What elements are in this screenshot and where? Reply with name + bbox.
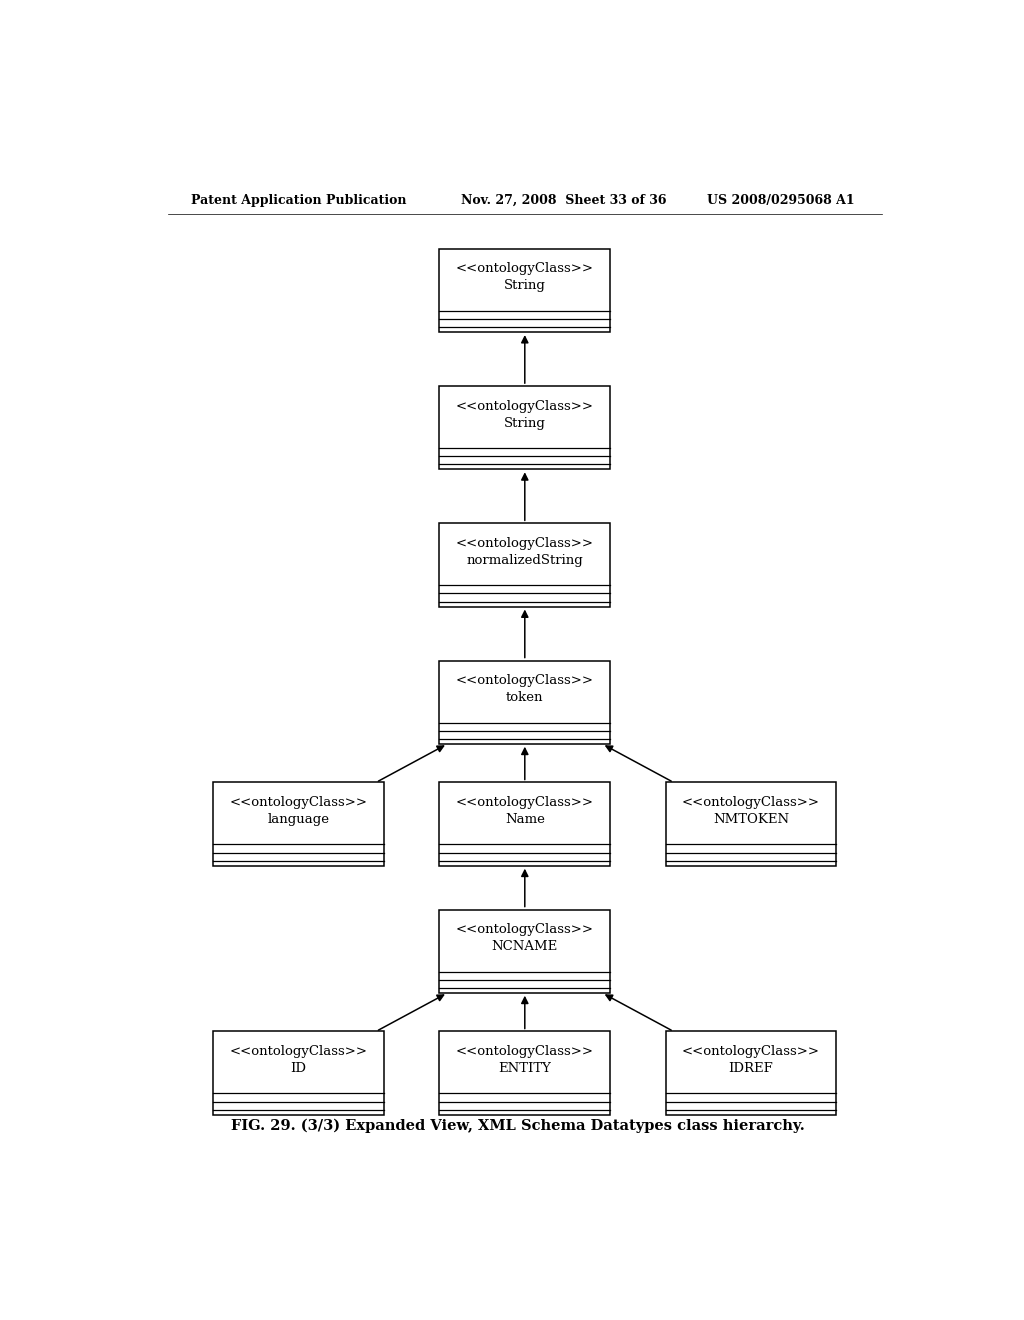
Text: <<ontologyClass>>
String: <<ontologyClass>> String [456, 400, 594, 429]
Text: <<ontologyClass>>
NCNAME: <<ontologyClass>> NCNAME [456, 923, 594, 953]
Text: <<ontologyClass>>
language: <<ontologyClass>> language [229, 796, 368, 826]
Text: US 2008/0295068 A1: US 2008/0295068 A1 [708, 194, 855, 207]
Bar [666, 783, 837, 866]
Text: <<ontologyClass>>
ID: <<ontologyClass>> ID [229, 1045, 368, 1074]
Bar [213, 783, 384, 866]
Text: <<ontologyClass>>
normalizedString: <<ontologyClass>> normalizedString [456, 537, 594, 566]
Bar [666, 1031, 837, 1115]
Bar [213, 1031, 384, 1115]
Text: Nov. 27, 2008  Sheet 33 of 36: Nov. 27, 2008 Sheet 33 of 36 [461, 194, 667, 207]
Bar [439, 660, 610, 744]
Bar [439, 909, 610, 993]
Text: Patent Application Publication: Patent Application Publication [191, 194, 407, 207]
Text: <<ontologyClass>>
ENTITY: <<ontologyClass>> ENTITY [456, 1045, 594, 1074]
Bar [439, 523, 610, 607]
Bar [439, 1031, 610, 1115]
Text: <<ontologyClass>>
Name: <<ontologyClass>> Name [456, 796, 594, 826]
Text: <<ontologyClass>>
NMTOKEN: <<ontologyClass>> NMTOKEN [682, 796, 820, 826]
Text: <<ontologyClass>>
IDREF: <<ontologyClass>> IDREF [682, 1045, 820, 1074]
Text: <<ontologyClass>>
String: <<ontologyClass>> String [456, 263, 594, 292]
Bar [439, 385, 610, 470]
Text: <<ontologyClass>>
token: <<ontologyClass>> token [456, 675, 594, 704]
Text: FIG. 29. (3/3) Expanded View, XML Schema Datatypes class hierarchy.: FIG. 29. (3/3) Expanded View, XML Schema… [231, 1119, 805, 1133]
Bar [439, 783, 610, 866]
Bar [439, 249, 610, 333]
